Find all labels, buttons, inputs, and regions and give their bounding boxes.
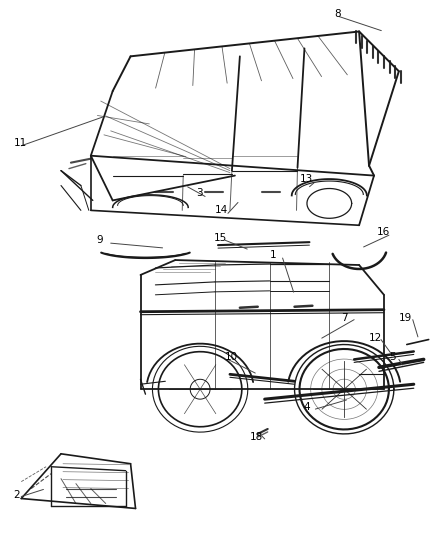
Text: 14: 14: [215, 205, 228, 215]
Text: 15: 15: [214, 233, 227, 243]
Text: 1: 1: [270, 250, 276, 260]
Text: 11: 11: [13, 138, 27, 148]
Text: 18: 18: [250, 432, 263, 442]
Text: 5: 5: [389, 352, 396, 362]
Text: 8: 8: [334, 9, 341, 19]
Text: 16: 16: [377, 227, 390, 237]
Text: 13: 13: [300, 174, 313, 183]
Text: 7: 7: [341, 313, 348, 322]
Text: 9: 9: [97, 235, 103, 245]
Text: 19: 19: [399, 313, 412, 322]
Text: 12: 12: [369, 333, 382, 343]
Text: 4: 4: [304, 402, 310, 412]
Text: 3: 3: [196, 189, 203, 198]
Text: 2: 2: [13, 489, 20, 499]
Text: 10: 10: [225, 352, 238, 362]
